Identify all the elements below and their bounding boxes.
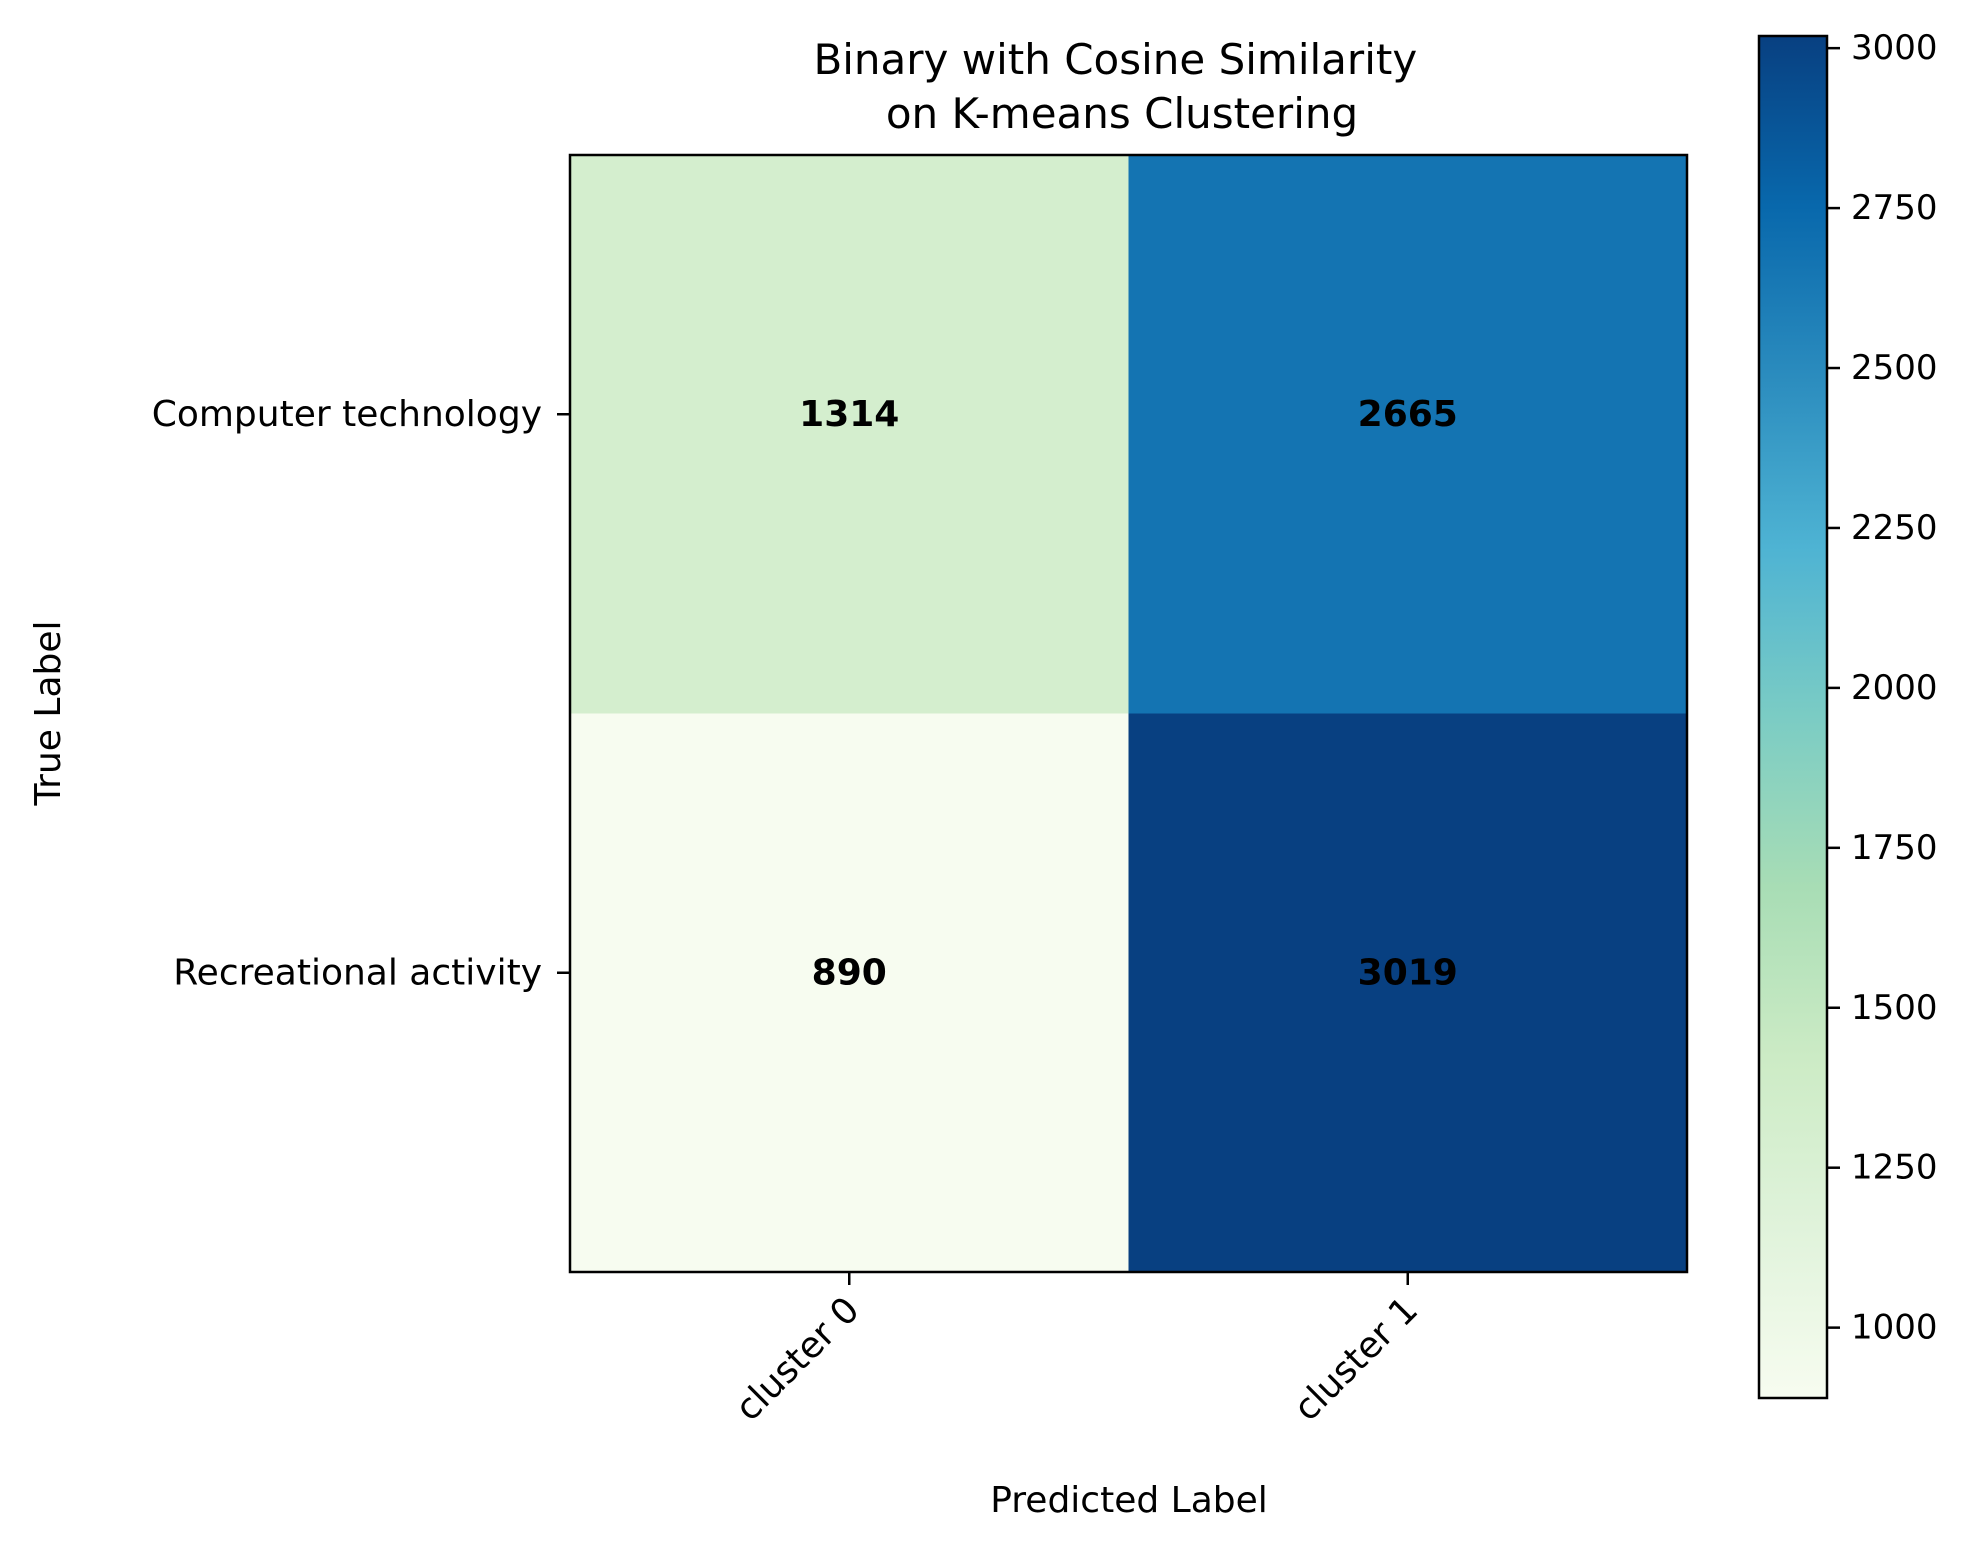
colorbar-tick-label: 1250 [1851,1148,1938,1188]
x-tick-label: cluster 0 [728,1289,868,1429]
chart-title-line-2: on K-means Clustering [886,89,1358,138]
y-tick-label: Computer technology [152,394,542,435]
colorbar-tick-label: 1500 [1851,988,1938,1028]
colorbar-tick-label: 2750 [1851,188,1938,228]
x-tick-label: cluster 1 [1286,1289,1426,1429]
y-axis-label: True Label [28,620,69,806]
heatmap-cell [570,713,1129,1273]
chart-title-line-1: Binary with Cosine Similarity [813,35,1417,84]
cell-value-label: 890 [812,952,887,993]
heatmap-cell [1128,713,1688,1273]
colorbar [1757,34,1829,1400]
colorbar-tick-label: 1000 [1851,1308,1938,1348]
x-axis-label: Predicted Label [990,1480,1268,1521]
heatmap-cells [570,155,1688,1273]
heatmap-cell [1128,155,1688,714]
colorbar-ticks: 1000 1250 1500 1750 2000 2250 2500 2750 3000 [1827,28,1938,1348]
chart-title: Binary with Cosine Similarity on K-means… [813,35,1430,138]
y-axis-ticks: Computer technology Recreational activity [152,394,570,993]
colorbar-tick-label: 2000 [1851,668,1938,708]
cell-value-labels: 1314 2665 890 3019 [799,394,1458,994]
colorbar-tick-label: 1750 [1851,828,1938,868]
x-axis-ticks: cluster 0 cluster 1 [728,1272,1426,1429]
cell-value-label: 2665 [1358,394,1458,435]
colorbar-tick-label: 2500 [1851,348,1938,388]
plot-frame [568,153,1689,1274]
colorbar-tick-label: 3000 [1851,28,1938,68]
colorbar-tick-label: 2250 [1851,508,1938,548]
y-tick-label: Recreational activity [173,952,542,993]
heatmap-cell [570,155,1129,714]
cell-value-label: 1314 [799,394,899,435]
cell-value-label: 3019 [1358,952,1458,993]
